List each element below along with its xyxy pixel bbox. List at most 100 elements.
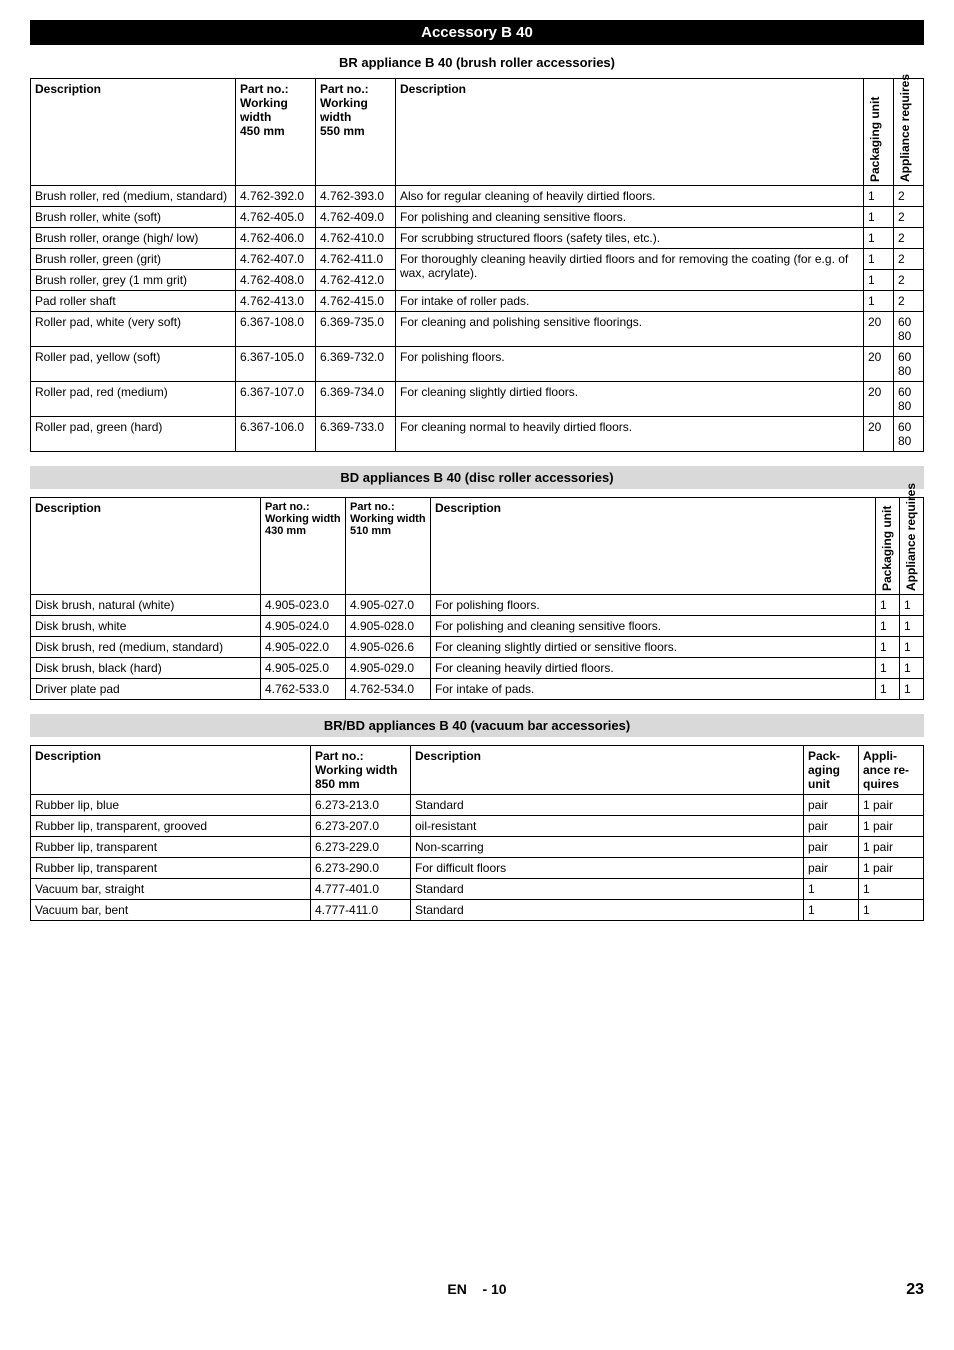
cell-p1: 6.367-106.0 bbox=[236, 417, 316, 452]
main-header: Accessory B 40 bbox=[30, 20, 924, 45]
table-row: Roller pad, red (medium)6.367-107.06.369… bbox=[31, 382, 924, 417]
table-br: Description Part no.: Working width 450 … bbox=[30, 78, 924, 452]
cell-p1: 4.905-023.0 bbox=[261, 595, 346, 616]
cell-desc: Brush roller, grey (1 mm grit) bbox=[31, 270, 236, 291]
table-row: Brush roller, white (soft)4.762-405.04.7… bbox=[31, 207, 924, 228]
col-desc: Description bbox=[31, 746, 311, 795]
cell-ap: 60 80 bbox=[894, 347, 924, 382]
col-appl: Appliance requires bbox=[894, 79, 924, 186]
section3-title: BR/BD appliances B 40 (vacuum bar access… bbox=[30, 714, 924, 737]
cell-ap: 2 bbox=[894, 207, 924, 228]
cell-desc: Disk brush, natural (white) bbox=[31, 595, 261, 616]
table-bd: Description Part no.: Working width 430 … bbox=[30, 497, 924, 700]
table-header-row: Description Part no.: Working width 850 … bbox=[31, 746, 924, 795]
cell-p2: 4.905-026.6 bbox=[346, 637, 431, 658]
cell-p: 6.273-207.0 bbox=[311, 816, 411, 837]
table-row: Rubber lip, transparent6.273-290.0For di… bbox=[31, 858, 924, 879]
cell-pk: 1 bbox=[864, 291, 894, 312]
cell-ap: 1 bbox=[859, 900, 924, 921]
cell-p2: 4.762-415.0 bbox=[316, 291, 396, 312]
table-row: Brush roller, green (grit)4.762-407.04.7… bbox=[31, 249, 924, 270]
table-header-row: Description Part no.: Working width 450 … bbox=[31, 79, 924, 186]
col-part2: Part no.: Working width 510 mm bbox=[346, 498, 431, 595]
cell-d2: For cleaning normal to heavily dirtied f… bbox=[396, 417, 864, 452]
cell-p2: 6.369-732.0 bbox=[316, 347, 396, 382]
table-row: Rubber lip, transparent, grooved6.273-20… bbox=[31, 816, 924, 837]
cell-d2: For polishing and cleaning sensitive flo… bbox=[396, 207, 864, 228]
cell-desc: Rubber lip, transparent bbox=[31, 837, 311, 858]
table-row: Driver plate pad4.762-533.04.762-534.0Fo… bbox=[31, 679, 924, 700]
cell-pk: 1 bbox=[864, 228, 894, 249]
cell-ap: 1 bbox=[900, 637, 924, 658]
col-desc2: Description bbox=[396, 79, 864, 186]
cell-ap: 1 bbox=[900, 595, 924, 616]
cell-p: 4.777-411.0 bbox=[311, 900, 411, 921]
cell-p2: 6.369-734.0 bbox=[316, 382, 396, 417]
col-desc: Description bbox=[31, 498, 261, 595]
footer-total: 23 bbox=[906, 1281, 924, 1299]
cell-d2: For difficult floors bbox=[411, 858, 804, 879]
cell-pk: pair bbox=[804, 795, 859, 816]
cell-pk: pair bbox=[804, 816, 859, 837]
col-part1: Part no.: Working width 430 mm bbox=[261, 498, 346, 595]
cell-pk: 1 bbox=[876, 658, 900, 679]
cell-p1: 6.367-107.0 bbox=[236, 382, 316, 417]
table-row: Brush roller, orange (high/ low)4.762-40… bbox=[31, 228, 924, 249]
cell-ap: 2 bbox=[894, 270, 924, 291]
col-pack: Packaging unit bbox=[876, 498, 900, 595]
footer-dash: - bbox=[482, 1281, 487, 1297]
cell-d2: For cleaning heavily dirtied floors. bbox=[431, 658, 876, 679]
cell-p2: 4.905-027.0 bbox=[346, 595, 431, 616]
cell-d2: For cleaning slightly dirtied floors. bbox=[396, 382, 864, 417]
cell-d2: Standard bbox=[411, 900, 804, 921]
cell-desc: Disk brush, red (medium, standard) bbox=[31, 637, 261, 658]
cell-desc: Brush roller, red (medium, standard) bbox=[31, 186, 236, 207]
cell-desc: Rubber lip, transparent, grooved bbox=[31, 816, 311, 837]
table-header-row: Description Part no.: Working width 430 … bbox=[31, 498, 924, 595]
table-row: Vacuum bar, bent4.777-411.0Standard11 bbox=[31, 900, 924, 921]
cell-ap: 1 pair bbox=[859, 858, 924, 879]
cell-ap: 2 bbox=[894, 249, 924, 270]
cell-p1: 4.905-022.0 bbox=[261, 637, 346, 658]
cell-p2: 4.762-393.0 bbox=[316, 186, 396, 207]
cell-pk: 1 bbox=[864, 186, 894, 207]
cell-p1: 4.905-024.0 bbox=[261, 616, 346, 637]
cell-pk: 1 bbox=[876, 679, 900, 700]
cell-d2: For polishing floors. bbox=[431, 595, 876, 616]
cell-d2: oil-resistant bbox=[411, 816, 804, 837]
cell-pk: pair bbox=[804, 837, 859, 858]
cell-desc: Brush roller, white (soft) bbox=[31, 207, 236, 228]
footer-page: 10 bbox=[491, 1281, 507, 1297]
cell-p2: 4.762-410.0 bbox=[316, 228, 396, 249]
cell-pk: 1 bbox=[804, 900, 859, 921]
cell-p: 6.273-290.0 bbox=[311, 858, 411, 879]
cell-p2: 4.762-534.0 bbox=[346, 679, 431, 700]
col-part2: Part no.: Working width 550 mm bbox=[316, 79, 396, 186]
cell-desc: Roller pad, yellow (soft) bbox=[31, 347, 236, 382]
cell-p1: 4.762-413.0 bbox=[236, 291, 316, 312]
cell-ap: 2 bbox=[894, 291, 924, 312]
cell-p1: 4.762-408.0 bbox=[236, 270, 316, 291]
page-footer: EN - 10 23 bbox=[30, 1281, 924, 1299]
cell-d2: For cleaning slightly dirtied or sensiti… bbox=[431, 637, 876, 658]
cell-pk: 1 bbox=[864, 270, 894, 291]
cell-p1: 4.762-407.0 bbox=[236, 249, 316, 270]
cell-desc: Brush roller, green (grit) bbox=[31, 249, 236, 270]
table-row: Rubber lip, blue6.273-213.0Standardpair1… bbox=[31, 795, 924, 816]
cell-p2: 4.905-028.0 bbox=[346, 616, 431, 637]
cell-ap: 1 pair bbox=[859, 816, 924, 837]
cell-d2: Also for regular cleaning of heavily dir… bbox=[396, 186, 864, 207]
cell-pk: 20 bbox=[864, 382, 894, 417]
table-row: Roller pad, green (hard)6.367-106.06.369… bbox=[31, 417, 924, 452]
table-row: Disk brush, black (hard)4.905-025.04.905… bbox=[31, 658, 924, 679]
cell-desc: Roller pad, green (hard) bbox=[31, 417, 236, 452]
cell-desc: Disk brush, black (hard) bbox=[31, 658, 261, 679]
cell-d2: For thoroughly cleaning heavily dirtied … bbox=[396, 249, 864, 291]
cell-pk: 20 bbox=[864, 312, 894, 347]
cell-d2: For intake of pads. bbox=[431, 679, 876, 700]
cell-ap: 1 pair bbox=[859, 795, 924, 816]
cell-d2: For polishing floors. bbox=[396, 347, 864, 382]
cell-d2: For scrubbing structured floors (safety … bbox=[396, 228, 864, 249]
section2-title: BD appliances B 40 (disc roller accessor… bbox=[30, 466, 924, 489]
table-row: Disk brush, natural (white)4.905-023.04.… bbox=[31, 595, 924, 616]
